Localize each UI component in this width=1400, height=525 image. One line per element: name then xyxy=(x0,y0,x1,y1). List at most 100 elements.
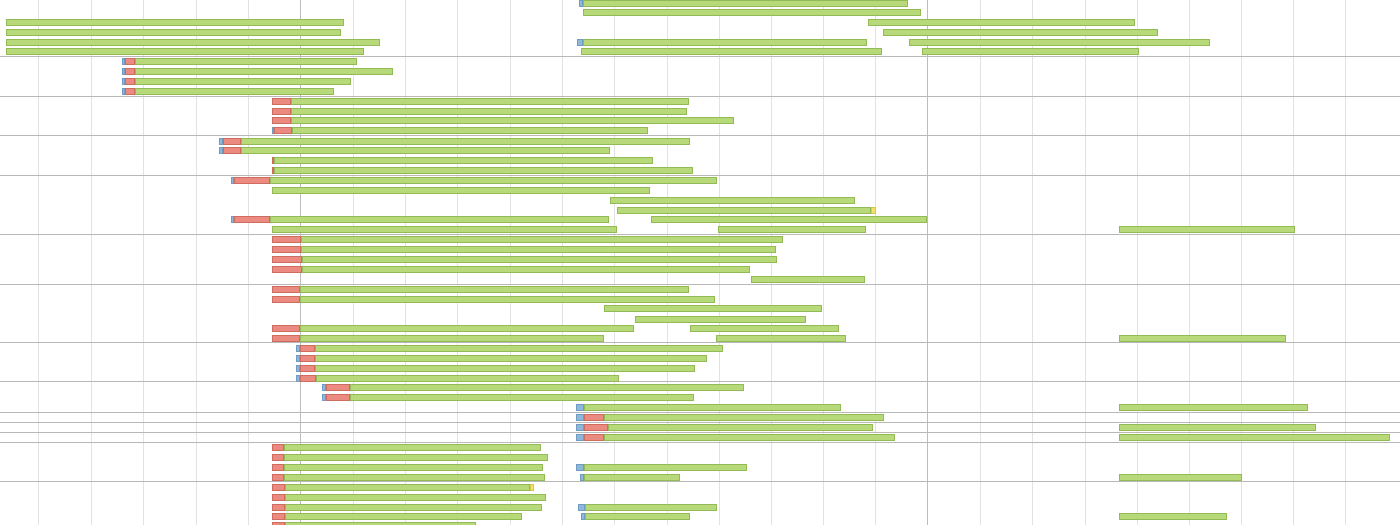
bar-recv-segment[interactable] xyxy=(350,394,694,401)
bar-recv-segment[interactable] xyxy=(135,78,351,85)
bar-recv-segment[interactable] xyxy=(883,29,1158,36)
bar-dns-segment[interactable] xyxy=(272,127,274,134)
bar-recv-segment[interactable] xyxy=(584,404,841,411)
bar-wait-segment[interactable] xyxy=(530,484,534,491)
bar-conn-segment[interactable] xyxy=(272,266,302,273)
bar-conn-segment[interactable] xyxy=(300,355,315,362)
bar-conn-segment[interactable] xyxy=(300,365,315,372)
bar-dns-segment[interactable] xyxy=(577,39,583,46)
bar-recv-segment[interactable] xyxy=(316,375,619,382)
bar-recv-segment[interactable] xyxy=(751,276,865,283)
bar-conn-segment[interactable] xyxy=(584,434,604,441)
bar-dns-segment[interactable] xyxy=(219,138,223,145)
bar-recv-segment[interactable] xyxy=(274,167,693,174)
bar-recv-segment[interactable] xyxy=(1119,226,1295,233)
bar-dns-segment[interactable] xyxy=(231,216,234,223)
bar-conn-segment[interactable] xyxy=(234,216,270,223)
bar-recv-segment[interactable] xyxy=(610,197,855,204)
bar-recv-segment[interactable] xyxy=(272,226,617,233)
bar-dns-segment[interactable] xyxy=(122,88,125,95)
bar-recv-segment[interactable] xyxy=(241,138,690,145)
bar-recv-segment[interactable] xyxy=(284,474,545,481)
bar-dns-segment[interactable] xyxy=(231,177,234,184)
bar-dns-segment[interactable] xyxy=(579,0,583,7)
bar-recv-segment[interactable] xyxy=(285,513,522,520)
bar-recv-segment[interactable] xyxy=(241,147,610,154)
bar-dns-segment[interactable] xyxy=(576,404,584,411)
bar-conn-segment[interactable] xyxy=(272,246,301,253)
bar-recv-segment[interactable] xyxy=(315,365,695,372)
bar-recv-segment[interactable] xyxy=(302,256,777,263)
bar-conn-segment[interactable] xyxy=(272,325,300,332)
bar-conn-segment[interactable] xyxy=(272,108,291,115)
bar-conn-segment[interactable] xyxy=(272,335,300,342)
bar-dns-segment[interactable] xyxy=(580,474,584,481)
bar-conn-segment[interactable] xyxy=(272,522,285,525)
bar-dns-segment[interactable] xyxy=(296,365,300,372)
bar-dns-segment[interactable] xyxy=(576,414,584,421)
bar-dns-segment[interactable] xyxy=(296,375,300,382)
bar-recv-segment[interactable] xyxy=(909,39,1210,46)
bar-dns-segment[interactable] xyxy=(296,345,300,352)
bar-conn-segment[interactable] xyxy=(272,484,285,491)
bar-recv-segment[interactable] xyxy=(922,48,1139,55)
bar-conn-segment[interactable] xyxy=(300,345,315,352)
bar-recv-segment[interactable] xyxy=(617,207,871,214)
bar-recv-segment[interactable] xyxy=(608,424,873,431)
bar-conn-segment[interactable] xyxy=(272,98,291,105)
bar-conn-segment[interactable] xyxy=(125,58,135,65)
bar-recv-segment[interactable] xyxy=(270,216,609,223)
bar-recv-segment[interactable] xyxy=(6,48,364,55)
bar-conn-segment[interactable] xyxy=(272,464,284,471)
bar-recv-segment[interactable] xyxy=(583,39,867,46)
bar-recv-segment[interactable] xyxy=(301,246,776,253)
bar-conn-segment[interactable] xyxy=(272,454,284,461)
bar-recv-segment[interactable] xyxy=(6,19,344,26)
bar-recv-segment[interactable] xyxy=(285,504,542,511)
bar-recv-segment[interactable] xyxy=(291,117,734,124)
bar-conn-segment[interactable] xyxy=(125,68,135,75)
bar-recv-segment[interactable] xyxy=(284,444,541,451)
bar-conn-segment[interactable] xyxy=(272,474,284,481)
bar-conn-segment[interactable] xyxy=(272,504,285,511)
bar-recv-segment[interactable] xyxy=(583,9,921,16)
bar-conn-segment[interactable] xyxy=(223,147,241,154)
bar-conn-segment[interactable] xyxy=(272,157,274,164)
bar-recv-segment[interactable] xyxy=(585,504,717,511)
bar-conn-segment[interactable] xyxy=(326,384,350,391)
bar-recv-segment[interactable] xyxy=(868,19,1135,26)
bar-recv-segment[interactable] xyxy=(315,355,707,362)
bar-conn-segment[interactable] xyxy=(223,138,241,145)
bar-dns-segment[interactable] xyxy=(122,58,125,65)
bar-recv-segment[interactable] xyxy=(1119,404,1308,411)
bar-conn-segment[interactable] xyxy=(272,236,301,243)
bar-recv-segment[interactable] xyxy=(583,0,908,7)
bar-recv-segment[interactable] xyxy=(285,494,546,501)
bar-conn-segment[interactable] xyxy=(272,286,300,293)
bar-recv-segment[interactable] xyxy=(581,48,882,55)
bar-dns-segment[interactable] xyxy=(322,394,326,401)
bar-recv-segment[interactable] xyxy=(690,325,839,332)
bar-recv-segment[interactable] xyxy=(350,384,744,391)
bar-recv-segment[interactable] xyxy=(300,286,689,293)
bar-recv-segment[interactable] xyxy=(135,88,334,95)
bar-dns-segment[interactable] xyxy=(576,434,584,441)
bar-conn-segment[interactable] xyxy=(272,444,284,451)
bar-recv-segment[interactable] xyxy=(585,513,690,520)
bar-dns-segment[interactable] xyxy=(122,68,125,75)
bar-conn-segment[interactable] xyxy=(272,513,285,520)
bar-recv-segment[interactable] xyxy=(302,266,750,273)
bar-conn-segment[interactable] xyxy=(584,424,608,431)
bar-recv-segment[interactable] xyxy=(300,325,634,332)
bar-recv-segment[interactable] xyxy=(1119,434,1390,441)
bar-dns-segment[interactable] xyxy=(322,384,326,391)
bar-conn-segment[interactable] xyxy=(584,414,604,421)
bar-wait-segment[interactable] xyxy=(871,207,876,214)
bar-conn-segment[interactable] xyxy=(326,394,350,401)
bar-recv-segment[interactable] xyxy=(274,157,653,164)
bar-recv-segment[interactable] xyxy=(635,316,806,323)
bar-conn-segment[interactable] xyxy=(272,167,274,174)
bar-recv-segment[interactable] xyxy=(300,335,604,342)
bar-conn-segment[interactable] xyxy=(272,117,291,124)
bar-conn-segment[interactable] xyxy=(272,494,285,501)
